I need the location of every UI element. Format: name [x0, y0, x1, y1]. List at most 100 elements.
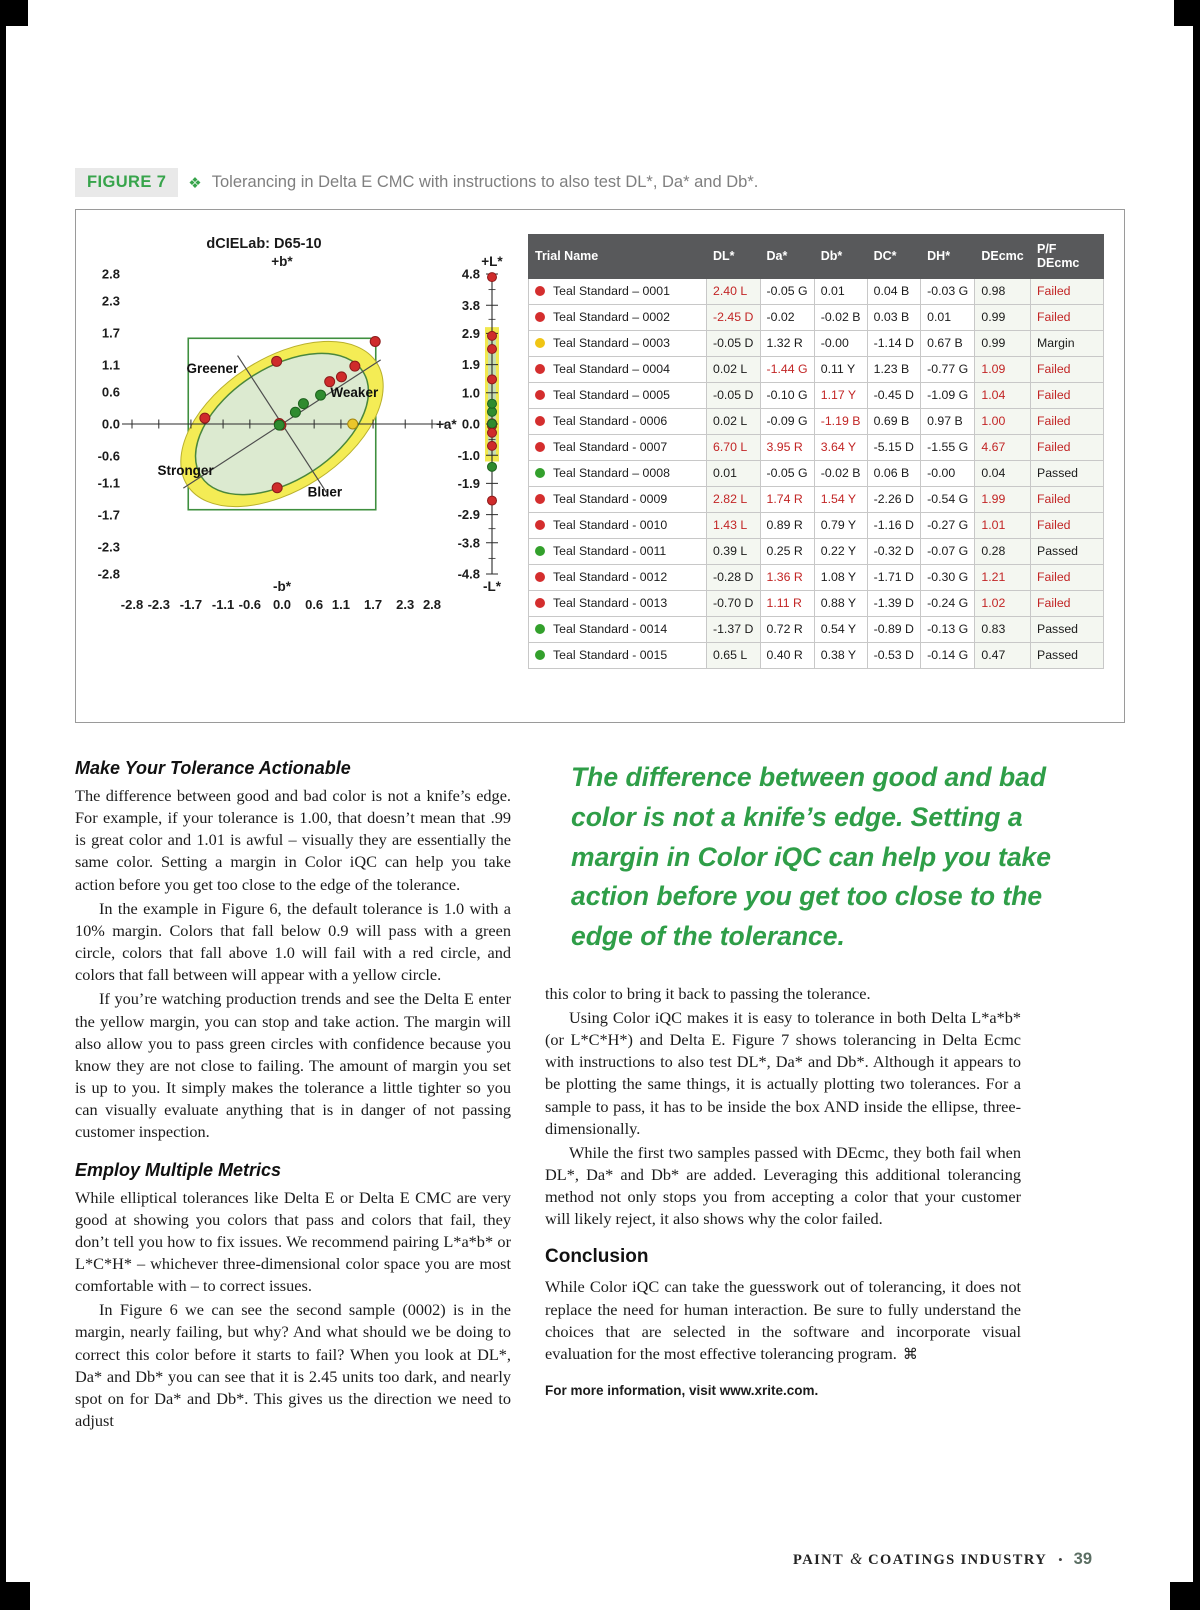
pass-fail-cell: Passed [1030, 615, 1104, 643]
value-cell: -0.05 G [759, 277, 815, 305]
trial-name: Teal Standard - 0013 [553, 596, 668, 611]
figure-box: -2.8 -2.8 -2.3 -2.3 -1.7 -1.7 -1.1 -1.1 -0.6 -0.6… [75, 209, 1125, 723]
pass-fail-cell: Failed [1030, 433, 1104, 461]
trial-name-cell: Teal Standard - 0009 [528, 485, 707, 513]
value-cell: -1.37 D [706, 615, 761, 643]
value-cell: 1.17 Y [813, 381, 868, 409]
a-tick-label: -2.3 [148, 597, 170, 612]
value-cell: 0.39 L [706, 537, 761, 565]
trial-table-body: Teal Standard – 0001 2.40 L -0.05 G 0.01 0.0… [528, 277, 1104, 669]
trial-name-cell: Teal Standard - 0014 [528, 615, 707, 643]
value-cell: -0.14 G [920, 641, 976, 669]
value-cell: 1.00 [974, 407, 1031, 435]
b-tick-label: -0.6 [98, 449, 120, 464]
pass-fail-cell: Failed [1030, 277, 1104, 305]
direction-label: Stronger [157, 463, 214, 478]
trial-name-cell: Teal Standard - 0010 [528, 511, 707, 539]
page-corner-bottom-left [0, 1582, 30, 1610]
l-sample-point-green [487, 418, 497, 429]
pass-fail-cell: Passed [1030, 537, 1104, 565]
value-cell: 1.36 R [759, 563, 815, 591]
value-cell: 1.43 L [706, 511, 761, 539]
ab-l-chart: -2.8-2.8 -2.3 -2.3 -1.7 -1.7 -1.1 -1.1 -0.6 -0.6… [98, 236, 504, 612]
b-tick-label: 0.0 [102, 417, 120, 432]
value-cell: -0.10 G [759, 381, 815, 409]
chart-title: dCIELab: D65-10 [206, 236, 321, 252]
status-dot-red [535, 598, 545, 609]
magazine-name-2: COATINGS INDUSTRY [868, 1552, 1048, 1568]
value-cell: 1.32 R [759, 329, 815, 357]
paragraph: If you’re watching production trends and… [75, 989, 511, 1142]
l-tick-label: -4.8 [458, 567, 480, 582]
l-tick-label: -3.8 [458, 535, 480, 550]
col-header-pf: P/F DEcmc [1030, 234, 1104, 279]
footer-bullet: • [1058, 1552, 1063, 1567]
value-cell: 0.69 B [866, 407, 922, 435]
pass-fail-cell: Failed [1030, 355, 1104, 383]
value-cell: -0.05 G [759, 459, 815, 487]
pass-fail-cell: Failed [1030, 407, 1104, 435]
value-cell: -0.27 G [920, 511, 976, 539]
page-footer: PAINT & COATINGS INDUSTRY • 39 [0, 1550, 1092, 1569]
status-dot-red [535, 286, 545, 297]
status-dot-red [535, 312, 545, 323]
value-cell: 6.70 L [706, 433, 761, 461]
value-cell: 1.23 B [866, 355, 922, 383]
col-header-dl: DL* [706, 234, 761, 279]
value-cell: 0.04 [974, 459, 1031, 487]
value-cell: -2.45 D [706, 303, 761, 331]
trial-name: Teal Standard - 0014 [553, 622, 668, 637]
value-cell: 0.25 R [759, 537, 815, 565]
pass-fail-cell: Failed [1030, 563, 1104, 591]
l-sample-point-red [487, 440, 497, 451]
value-cell: -0.09 G [759, 407, 815, 435]
value-cell: -0.02 [759, 303, 815, 331]
value-cell: 1.04 [974, 381, 1031, 409]
value-cell: 0.98 [974, 277, 1031, 305]
pass-fail-cell: Margin [1030, 329, 1104, 357]
value-cell: -0.07 G [920, 537, 976, 565]
b-tick-label: -2.3 [98, 540, 120, 555]
value-cell: 0.67 B [920, 329, 976, 357]
trial-name-cell: Teal Standard - 0012 [528, 563, 707, 591]
value-cell: 0.40 R [759, 641, 815, 669]
sample-point-yellow [347, 418, 359, 430]
value-cell: -0.13 G [920, 615, 976, 643]
value-cell: -0.05 D [706, 381, 761, 409]
b-tick-label: 1.1 [102, 358, 120, 373]
value-cell: -0.02 B [813, 303, 868, 331]
trial-name-cell: Teal Standard - 0006 [528, 407, 707, 435]
paragraph: Using Color iQC makes it is easy to tole… [545, 1007, 1021, 1138]
a-tick-label: 2.3 [396, 597, 414, 612]
magazine-name: PAINT [793, 1552, 845, 1568]
value-cell: -0.00 [920, 459, 976, 487]
direction-label: Weaker [330, 385, 379, 400]
trial-name: Teal Standard – 0008 [553, 466, 670, 481]
a-tick-label: -1.7 [180, 597, 202, 612]
value-cell: 0.03 B [866, 303, 922, 331]
value-cell: -1.14 D [866, 329, 922, 357]
value-cell: -1.44 G [759, 355, 815, 383]
value-cell: -0.03 G [920, 277, 976, 305]
l-tick-label: 2.9 [462, 326, 480, 341]
paragraph: The difference between good and bad colo… [75, 786, 511, 894]
value-cell: 1.08 Y [813, 563, 868, 591]
figure-header: FIGURE 7 ❖ Tolerancing in Delta E CMC wi… [75, 168, 1125, 197]
value-cell: 0.83 [974, 615, 1031, 643]
figure-title: Tolerancing in Delta E CMC with instruct… [211, 173, 759, 191]
value-cell: 0.54 Y [813, 615, 868, 643]
sample-point-red [271, 482, 283, 494]
value-cell: 0.99 [974, 303, 1031, 331]
b-tick-label: 2.8 [102, 267, 120, 282]
sample-point-green [297, 398, 309, 410]
sample-point-red [324, 376, 336, 388]
col-header-dc: DC* [866, 234, 922, 279]
status-dot-red [535, 494, 545, 505]
status-dot-red [535, 364, 545, 375]
status-dot-red [535, 520, 545, 531]
sample-point-red [335, 371, 347, 383]
b-tick-label: 0.6 [102, 384, 120, 399]
status-dot-red [535, 572, 545, 583]
page-number: 39 [1073, 1550, 1092, 1568]
